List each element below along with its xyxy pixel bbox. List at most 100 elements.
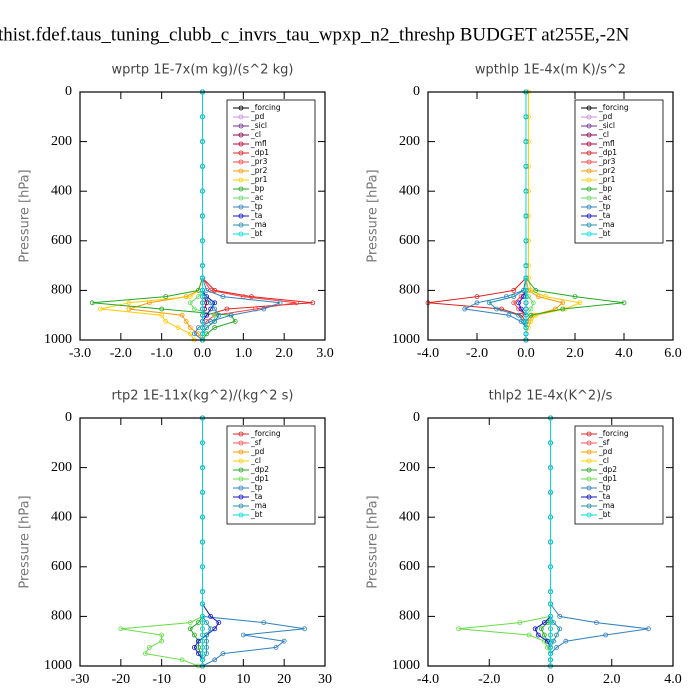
series-marker (511, 287, 517, 293)
legend-label: _ac (250, 193, 263, 202)
series-marker (220, 294, 226, 300)
plot-frame (427, 91, 674, 341)
x-tick-label: -1.0 (151, 346, 173, 361)
x-tick-label: -3.0 (69, 346, 91, 361)
legend-label: _tp (250, 483, 263, 492)
series-marker (191, 632, 197, 638)
series-marker (200, 139, 205, 145)
series-marker (528, 312, 534, 318)
series-marker (212, 318, 218, 324)
series-marker (200, 465, 205, 471)
y-tick-label: 0 (65, 410, 72, 425)
legend-swatch (238, 449, 244, 455)
y-tick-label: 1000 (44, 332, 72, 347)
legend-label: _bt (598, 510, 611, 519)
legend-label: _pr1 (598, 175, 616, 184)
legend-swatch (586, 177, 592, 183)
series-marker (200, 638, 205, 644)
series-marker (212, 657, 218, 663)
series-marker (261, 620, 267, 625)
series-marker (523, 114, 529, 120)
y-tick-label: 400 (51, 183, 72, 198)
series-marker (557, 614, 563, 619)
legend-label: _pd (250, 447, 265, 456)
legend-label: _pr2 (250, 166, 268, 175)
series-marker (228, 312, 234, 318)
legend-label: _sf (250, 438, 262, 447)
legend-label: _ma (598, 501, 615, 510)
legend-label: _dp1 (598, 148, 617, 157)
series-marker (516, 300, 522, 306)
series-marker (273, 645, 279, 650)
legend-label: _bp (250, 184, 265, 193)
y-tick-label: 600 (399, 559, 420, 574)
legend-label: _tp (598, 483, 611, 492)
legend-swatch (586, 159, 592, 165)
series-marker (212, 325, 218, 331)
series-marker (526, 632, 532, 638)
legend-swatch (586, 431, 592, 437)
series-marker (523, 163, 529, 169)
series-marker (191, 645, 197, 650)
series-marker (523, 238, 529, 244)
series-marker (548, 632, 553, 638)
series-marker (261, 306, 267, 312)
series-marker (523, 263, 529, 269)
series-marker (533, 287, 539, 293)
legend-label: _mfl (250, 139, 267, 148)
y-tick-label: 0 (413, 84, 420, 99)
x-tick-label: 30 (318, 672, 332, 687)
series-marker (212, 306, 218, 312)
series-marker (523, 287, 529, 293)
legend-swatch (238, 168, 244, 174)
series-line (550, 418, 561, 666)
series-marker (474, 300, 480, 306)
legend-swatch (238, 177, 244, 183)
x-tick-label: 0.0 (517, 346, 535, 361)
series-marker (200, 589, 205, 594)
series-marker (200, 489, 205, 495)
series-marker (533, 312, 539, 318)
series-marker (200, 306, 205, 312)
series-marker (200, 325, 205, 331)
legend-label: _bt (250, 229, 263, 238)
x-tick-label: -4.0 (417, 672, 439, 687)
series-marker (187, 626, 193, 632)
series-marker (281, 638, 287, 644)
legend-label: _ma (598, 220, 615, 229)
series-marker (200, 645, 205, 650)
x-tick-label: 0 (199, 672, 206, 687)
series-marker (499, 306, 504, 312)
series-marker (548, 564, 553, 570)
series-marker (523, 213, 529, 219)
legend-label: _pr1 (250, 175, 268, 184)
series-marker (548, 638, 553, 644)
legend-swatch (238, 195, 244, 201)
legend-swatch (586, 494, 592, 500)
series-marker (191, 331, 197, 337)
series-marker (563, 638, 569, 644)
legend-label: _tp (598, 202, 611, 211)
series-marker (541, 632, 547, 638)
plot-lines (89, 89, 316, 343)
legend-swatch (586, 222, 592, 228)
legend-swatch (238, 213, 244, 219)
series-marker (548, 626, 553, 632)
series-marker (200, 163, 205, 169)
x-tick-label: 4.0 (615, 346, 633, 361)
legend-label: _sicl (250, 121, 267, 130)
legend-swatch (238, 132, 244, 138)
series-line (540, 418, 551, 666)
series-marker (200, 287, 205, 293)
legend-swatch (586, 458, 592, 464)
series-marker (646, 626, 651, 632)
series-line (128, 92, 203, 341)
series-marker (224, 306, 230, 312)
y-tick-label: 400 (399, 183, 420, 198)
series-marker (541, 620, 547, 625)
series-marker (577, 300, 583, 306)
series-marker (560, 300, 566, 306)
series-marker (548, 657, 553, 663)
series-marker (543, 294, 548, 300)
series-marker (118, 626, 124, 632)
